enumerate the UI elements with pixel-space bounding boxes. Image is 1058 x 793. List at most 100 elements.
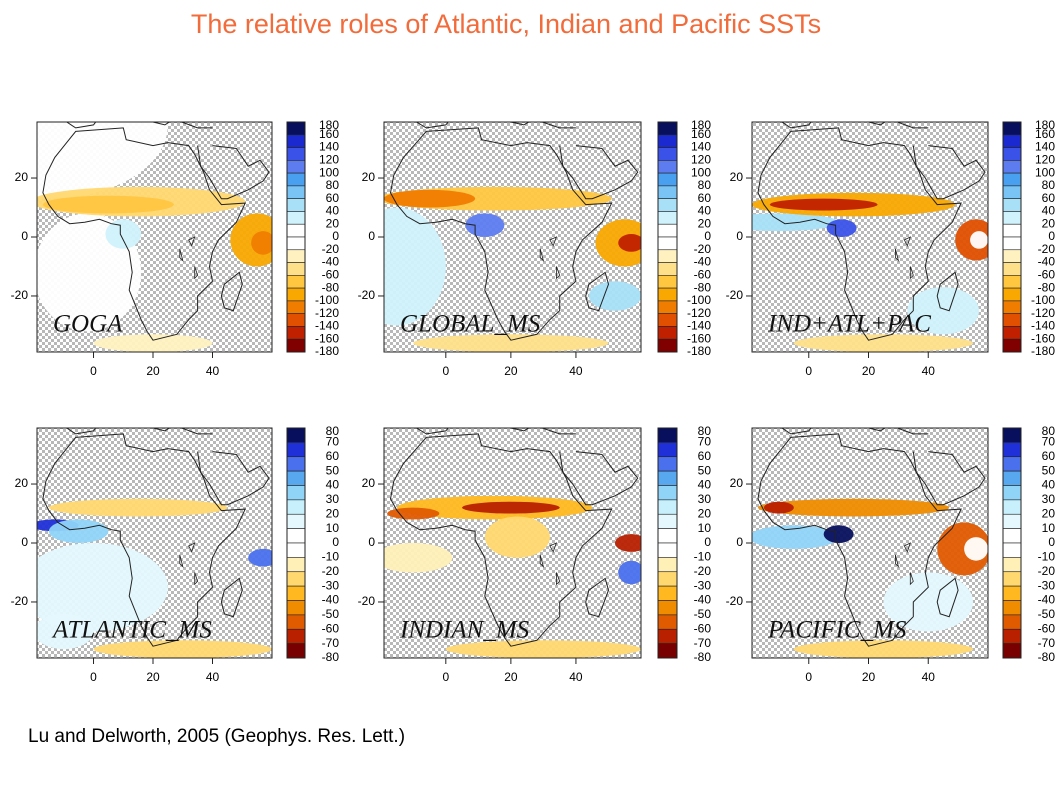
lake <box>909 572 914 586</box>
colorbar-frame <box>1002 121 1022 353</box>
colorbar-box <box>1002 485 1022 501</box>
colorbar-label: 120 <box>691 153 711 167</box>
lon-tick-label: 20 <box>504 364 518 378</box>
field-patch <box>793 334 974 352</box>
field-patch <box>752 525 839 549</box>
colorbar-box <box>657 300 678 314</box>
field-patch <box>384 189 476 208</box>
colorbar-label: 30 <box>698 492 712 506</box>
field-patch <box>883 572 974 632</box>
colorbar-box <box>657 600 678 616</box>
colorbar-box <box>1002 223 1022 238</box>
lat-tick-label: -20 <box>11 288 29 302</box>
map-panel: 200-200 20 40INDIAN_MS80706050403020100-10… <box>358 424 712 684</box>
colorbar-label: -80 <box>322 280 340 294</box>
lon-tick-label: 40 <box>922 670 936 684</box>
colorbar-label: -80 <box>1038 650 1056 664</box>
colorbar-box <box>1002 262 1022 276</box>
colorbar-frame <box>657 427 678 659</box>
colorbar-label: -40 <box>694 593 712 607</box>
coastline <box>66 122 213 129</box>
colorbar-label: 20 <box>698 216 712 230</box>
colorbar-label: 20 <box>1042 506 1056 520</box>
colorbar-label: 40 <box>698 478 712 492</box>
coastline <box>912 145 986 200</box>
colorbar-label: -100 <box>1031 293 1055 307</box>
colorbar-box <box>657 557 678 573</box>
field-patch <box>618 234 641 252</box>
colorbar-box <box>286 249 306 263</box>
colorbar-label: -20 <box>322 242 340 256</box>
colorbar-box <box>657 198 678 212</box>
colorbar-box <box>657 499 678 515</box>
lake <box>539 248 545 262</box>
lat-tick-label: 20 <box>15 476 29 490</box>
lon-tick-label: 20 <box>146 670 160 684</box>
lake <box>188 236 196 247</box>
field-patch <box>445 640 641 658</box>
colorbar-label: -50 <box>322 607 340 621</box>
colorbar-box <box>1002 300 1022 314</box>
colorbar-label: 180 <box>691 118 711 132</box>
colorbar-label: -40 <box>1038 255 1056 269</box>
colorbar-box <box>286 326 306 340</box>
coastline <box>559 451 639 506</box>
colorbar-label: 60 <box>698 449 712 463</box>
colorbar-box <box>286 198 306 212</box>
map-area <box>384 122 641 352</box>
colorbar-label: -30 <box>322 578 340 592</box>
colorbar-box <box>1002 557 1022 573</box>
colorbar-label: -100 <box>687 293 711 307</box>
colorbar-box <box>657 313 678 327</box>
lat-tick-label: -20 <box>726 288 744 302</box>
colorbar-label: -20 <box>322 564 340 578</box>
colorbar-box <box>1002 198 1022 212</box>
colorbar-box <box>1002 275 1022 289</box>
map-panel: 200-200 20 40PACIFIC_MS80706050403020100-1… <box>726 424 1056 684</box>
lake <box>903 236 911 247</box>
panel-label: IND+ATL+PAC <box>767 311 931 338</box>
colorbar-label: 0 <box>1048 535 1055 549</box>
colorbar-label: -10 <box>322 550 340 564</box>
colorbar-label: 70 <box>1042 435 1056 449</box>
colorbar-box <box>1002 513 1022 529</box>
colorbar-box <box>286 485 306 501</box>
colorbar-label: 50 <box>698 463 712 477</box>
coastline <box>416 122 576 129</box>
coastline <box>389 127 613 341</box>
coastline <box>559 145 639 200</box>
colorbar-box <box>657 326 678 340</box>
map-area <box>752 122 988 352</box>
colorbar-box <box>286 628 306 644</box>
lat-tick-label: 0 <box>368 229 375 243</box>
colorbar-label: -70 <box>322 636 340 650</box>
colorbar-box <box>286 275 306 289</box>
colorbar-label: 40 <box>326 204 340 218</box>
lake <box>895 554 900 568</box>
colorbar-box <box>657 275 678 289</box>
lake <box>556 266 561 280</box>
colorbar-box <box>657 211 678 225</box>
colorbar-box <box>286 614 306 630</box>
colorbar-label: 0 <box>332 229 339 243</box>
field-patch <box>251 231 272 255</box>
field-patch <box>42 195 174 214</box>
map-area <box>752 428 988 658</box>
colorbar-box <box>286 160 306 174</box>
lon-tick-label: 0 <box>805 364 812 378</box>
colorbar-label: -180 <box>687 344 711 358</box>
lon-tick-label: 40 <box>569 364 583 378</box>
colorbar-box <box>1002 427 1022 443</box>
colorbar-label: -160 <box>687 331 711 345</box>
colorbar-label: 80 <box>698 424 712 438</box>
colorbar-frame <box>657 121 678 353</box>
lake <box>903 542 911 553</box>
coastline <box>220 577 243 618</box>
lat-tick-label: 0 <box>736 229 743 243</box>
colorbar-label: -140 <box>315 319 339 333</box>
coastline <box>197 451 270 506</box>
lake <box>179 248 184 262</box>
colorbar-box <box>657 134 678 148</box>
colorbar-label: -80 <box>694 650 712 664</box>
field-patch <box>413 334 609 352</box>
